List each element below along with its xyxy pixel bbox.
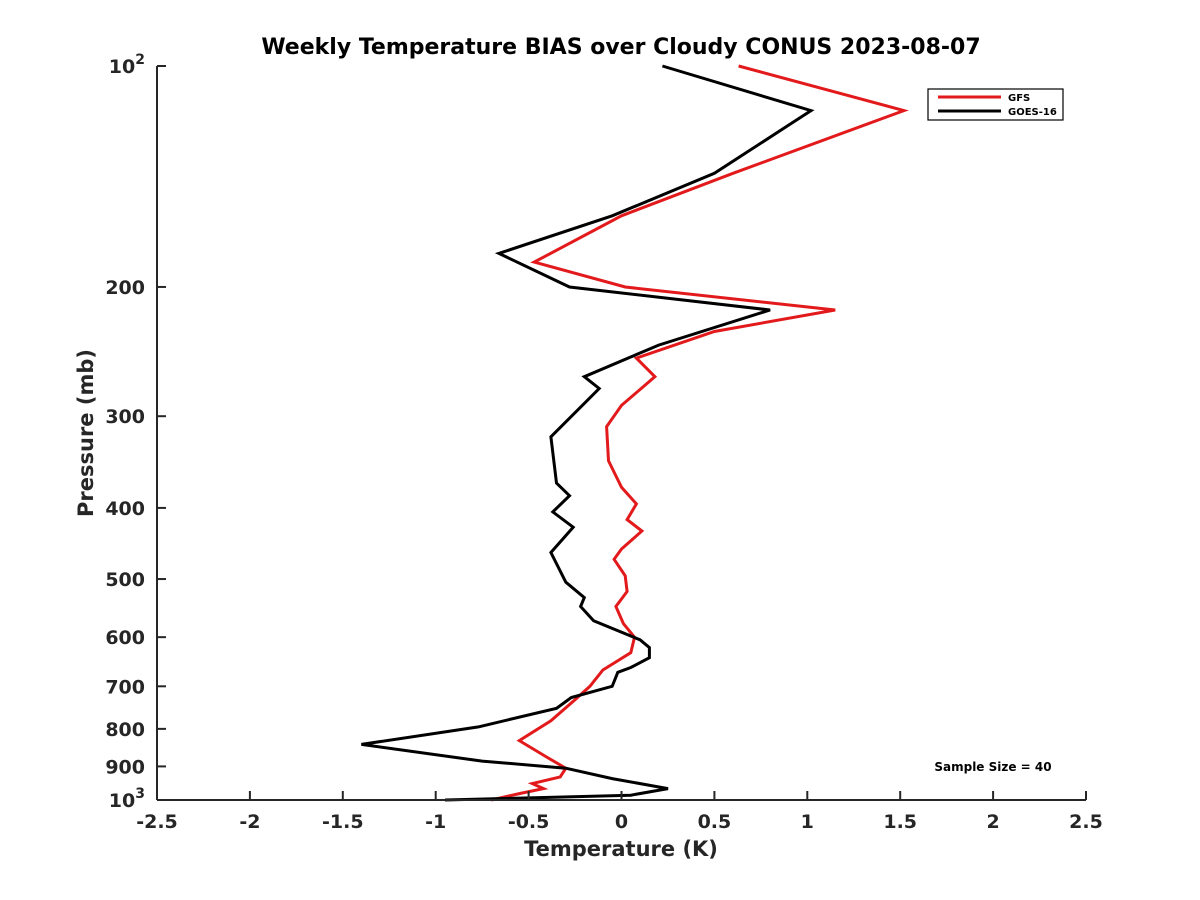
x-tick-label: -2.5 bbox=[136, 811, 178, 833]
x-tick-label: 2.5 bbox=[1069, 811, 1103, 833]
legend-box bbox=[927, 88, 1064, 121]
x-tick-label: 0.5 bbox=[698, 811, 732, 833]
x-tick-label: -2 bbox=[239, 811, 260, 833]
legend: GFS GOES-16 bbox=[927, 88, 1064, 121]
y-tick-label: 500 bbox=[105, 569, 145, 591]
y-tick-label: 600 bbox=[105, 627, 145, 649]
y-tick-label: 800 bbox=[105, 719, 145, 741]
y-tick-label-base: 700 bbox=[105, 676, 145, 698]
y-axis-label: Pressure (mb) bbox=[74, 349, 98, 517]
series-line-goes-16 bbox=[361, 64, 815, 802]
y-tick-label: 900 bbox=[105, 756, 145, 778]
x-tick-label: 0 bbox=[615, 811, 628, 833]
y-tick-label-base: 200 bbox=[105, 277, 145, 299]
x-tick-label: -1 bbox=[425, 811, 446, 833]
x-tick-label: -1.5 bbox=[322, 811, 364, 833]
y-tick-label: 400 bbox=[105, 498, 145, 520]
y-tick-label: 103 bbox=[109, 786, 145, 812]
y-tick-label-base: 900 bbox=[105, 756, 145, 778]
series-line-gfs bbox=[491, 64, 909, 802]
y-tick-label: 300 bbox=[105, 406, 145, 428]
x-axis-ticks: -2.5 -2 -1.5 -1 -0.5 0 0.5 1 1.5 2 2.5 bbox=[136, 791, 1103, 833]
y-tick-label: 700 bbox=[105, 676, 145, 698]
y-tick-label-base: 500 bbox=[105, 569, 145, 591]
y-tick-label: 102 bbox=[109, 52, 145, 78]
legend-label-gfs: GFS bbox=[1008, 93, 1030, 104]
y-tick-label-base: 10 bbox=[109, 790, 135, 812]
y-tick-label-base: 800 bbox=[105, 719, 145, 741]
y-tick-label-exponent: 3 bbox=[135, 786, 145, 802]
y-tick-label-exponent: 2 bbox=[135, 52, 145, 68]
series-layer bbox=[361, 64, 909, 802]
x-tick-label: -0.5 bbox=[508, 811, 550, 833]
y-tick-label-base: 300 bbox=[105, 406, 145, 428]
y-tick-label-base: 10 bbox=[109, 56, 135, 78]
y-tick-label-base: 600 bbox=[105, 627, 145, 649]
chart-title: Weekly Temperature BIAS over Cloudy CONU… bbox=[261, 35, 980, 60]
x-tick-label: 2 bbox=[986, 811, 999, 833]
x-tick-label: 1.5 bbox=[883, 811, 917, 833]
legend-label-goes-16: GOES-16 bbox=[1008, 107, 1057, 118]
sample-size-annotation: Sample Size = 40 bbox=[934, 760, 1051, 774]
x-axis-label: Temperature (K) bbox=[524, 837, 718, 861]
y-tick-label: 200 bbox=[105, 277, 145, 299]
y-tick-label-base: 400 bbox=[105, 498, 145, 520]
x-tick-label: 1 bbox=[801, 811, 814, 833]
